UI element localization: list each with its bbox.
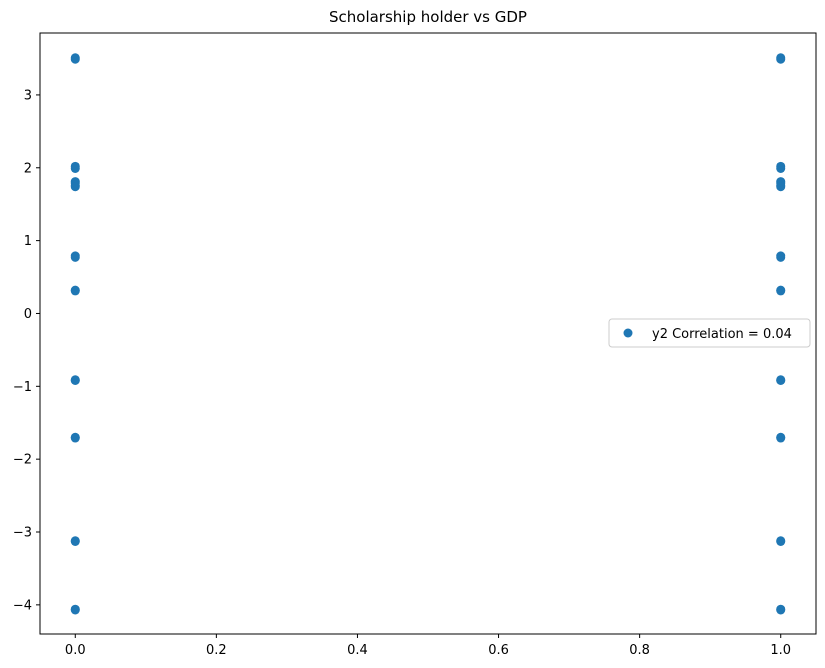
data-point <box>70 433 80 443</box>
y-tick-label: 0 <box>24 307 32 322</box>
data-point <box>776 54 786 64</box>
x-tick-label: 1.0 <box>770 643 791 658</box>
data-point <box>70 536 80 546</box>
data-point <box>776 182 786 192</box>
data-point <box>776 163 786 173</box>
plot-frame <box>39 32 817 635</box>
x-tick-label: 0.0 <box>65 643 86 658</box>
y-tick-label: 1 <box>24 234 32 249</box>
x-tick-label: 0.8 <box>629 643 650 658</box>
y-tick-label: −1 <box>13 380 32 395</box>
legend-box <box>608 318 811 348</box>
chart-title: Scholarship holder vs GDP <box>329 8 527 26</box>
y-tick-label: 2 <box>24 161 32 176</box>
y-tick-label: 3 <box>24 88 32 103</box>
x-tick-label: 0.6 <box>488 643 509 658</box>
x-tick-label: 0.4 <box>347 643 368 658</box>
data-point <box>70 252 80 262</box>
data-point <box>70 54 80 64</box>
x-tick-label: 0.2 <box>206 643 227 658</box>
data-point <box>776 375 786 385</box>
data-point <box>776 433 786 443</box>
data-point <box>70 182 80 192</box>
x-axis: 0.0 0.2 0.4 0.6 0.8 1.0 <box>65 634 791 658</box>
y-tick-label: −3 <box>13 526 32 541</box>
data-point <box>70 605 80 615</box>
y-tick-label: −2 <box>13 453 32 468</box>
data-point <box>70 163 80 173</box>
data-point <box>776 605 786 615</box>
points-layer <box>70 53 786 615</box>
legend-label: y2 Correlation = 0.04 <box>652 327 792 342</box>
data-point <box>70 286 80 296</box>
data-point <box>70 375 80 385</box>
data-point <box>776 252 786 262</box>
legend: y2 Correlation = 0.04 <box>608 318 811 348</box>
y-tick-label: −4 <box>13 598 32 613</box>
data-point <box>776 286 786 296</box>
y-axis: −4 −3 −2 −1 0 1 2 3 <box>13 88 40 613</box>
data-point <box>776 536 786 546</box>
legend-marker <box>623 328 633 338</box>
